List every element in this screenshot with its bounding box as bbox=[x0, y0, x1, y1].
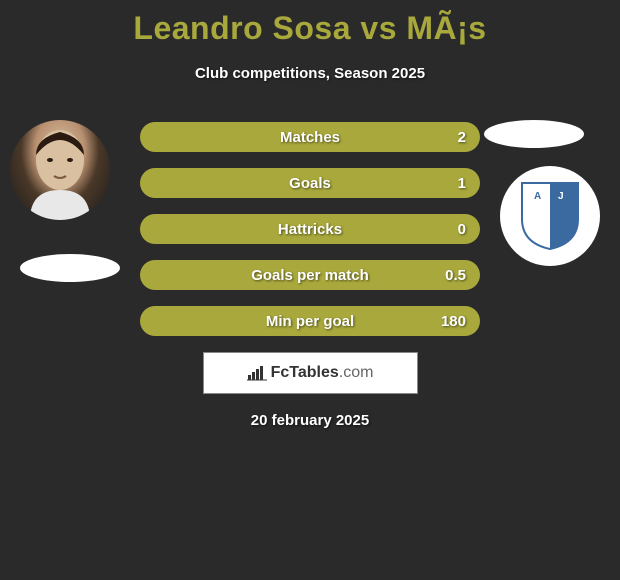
stat-bars: Matches 2 Goals 1 Hattricks 0 Goals per … bbox=[140, 120, 480, 336]
bar-chart-icon bbox=[247, 365, 267, 381]
stat-label: Min per goal bbox=[266, 313, 354, 330]
logo-brand: FcTables bbox=[271, 364, 339, 381]
stat-bar-goals: Goals 1 bbox=[140, 168, 480, 198]
stat-value: 180 bbox=[441, 313, 466, 330]
comparison-subtitle: Club competitions, Season 2025 bbox=[0, 65, 620, 82]
player-right-avatar: A J bbox=[500, 166, 600, 266]
svg-text:A: A bbox=[534, 191, 541, 202]
club-crest-icon: A J bbox=[520, 181, 580, 251]
comparison-date: 20 february 2025 bbox=[0, 412, 620, 429]
stat-value: 1 bbox=[458, 175, 466, 192]
fctables-logo[interactable]: FcTables.com bbox=[203, 352, 418, 394]
comparison-body: A J Matches 2 Goals 1 Hattricks 0 Goals … bbox=[0, 120, 620, 429]
player-right-club-ellipse bbox=[484, 120, 584, 148]
stat-label: Goals per match bbox=[251, 267, 369, 284]
stat-bar-goals-per-match: Goals per match 0.5 bbox=[140, 260, 480, 290]
stat-value: 0.5 bbox=[445, 267, 466, 284]
stat-value: 2 bbox=[458, 129, 466, 146]
logo-text: FcTables.com bbox=[271, 364, 374, 382]
face-placeholder-icon bbox=[10, 120, 110, 220]
stat-value: 0 bbox=[458, 221, 466, 238]
logo-suffix: .com bbox=[339, 364, 374, 381]
stat-label: Matches bbox=[280, 129, 340, 146]
stat-bar-min-per-goal: Min per goal 180 bbox=[140, 306, 480, 336]
svg-text:J: J bbox=[558, 191, 564, 202]
comparison-title: Leandro Sosa vs MÃ¡s bbox=[0, 0, 620, 47]
stat-bar-hattricks: Hattricks 0 bbox=[140, 214, 480, 244]
stat-label: Goals bbox=[289, 175, 331, 192]
stat-bar-matches: Matches 2 bbox=[140, 122, 480, 152]
player-left-avatar bbox=[10, 120, 110, 220]
player-left-club-ellipse bbox=[20, 254, 120, 282]
stat-label: Hattricks bbox=[278, 221, 342, 238]
